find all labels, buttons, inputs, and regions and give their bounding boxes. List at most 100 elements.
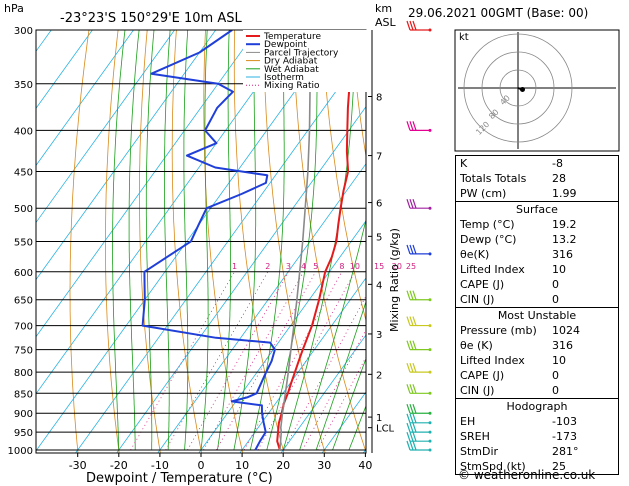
mixing-ratio-label: 25	[406, 262, 416, 271]
dry-adiabat-line	[321, 30, 366, 323]
mixing-ratio-label: 20	[392, 262, 402, 271]
hodograph-ring	[499, 69, 537, 107]
surface-row: Temp (°C) 19.2	[460, 218, 577, 231]
wind-barb-flag	[406, 20, 411, 31]
pressure-tick-label: 800	[14, 368, 33, 379]
wind-barb-flag	[406, 431, 411, 442]
x-tick-label: -20	[110, 459, 128, 472]
index-row: Totals Totals 28	[460, 172, 566, 185]
wind-barb-flag	[412, 413, 417, 423]
km-tick-label: 4	[376, 280, 382, 291]
wind-barbs	[406, 20, 432, 452]
km-tick-label: 7	[376, 152, 382, 163]
wind-barb-flag	[406, 413, 411, 423]
wind-barb-flag	[409, 440, 414, 451]
mixing-ratio-label: 2	[265, 262, 270, 271]
wind-barb-flag	[406, 422, 411, 433]
wet-adiabat-line	[332, 357, 366, 451]
wind-barb-dot	[428, 348, 432, 352]
hodograph-unit-label: kt	[459, 32, 469, 43]
isotherm-line	[280, 334, 366, 453]
mixing-ratio-label: 8	[339, 262, 344, 271]
wind-barb-flag	[409, 413, 414, 423]
index-row: PW (cm) 1.99	[460, 187, 577, 200]
pressure-tick-label: 850	[14, 389, 33, 400]
most-unstable-title: Most Unstable	[497, 309, 577, 322]
mixing-ratio-labels: 1 2 3 4 5 8 10 15 20 25	[232, 262, 416, 271]
wind-barb-flag	[409, 244, 414, 255]
pressure-unit-label: hPa	[4, 2, 24, 15]
x-tick-label: 20	[276, 459, 290, 472]
hodograph-ring	[463, 33, 573, 143]
wind-barb-flag	[406, 440, 411, 451]
isotherm-line	[116, 105, 366, 453]
pressure-tick-label: 900	[14, 409, 33, 420]
wind-barb-flag	[406, 340, 411, 350]
wind-barb-flag	[412, 422, 417, 433]
x-tick-label: 10	[235, 459, 249, 472]
mu-row: CIN (J) 0	[460, 384, 559, 397]
wet-adiabat-line	[217, 30, 232, 451]
km-unit-label: km	[375, 2, 392, 15]
surface-row: CIN (J) 0	[460, 293, 559, 306]
wind-barb-dot	[428, 298, 432, 302]
isotherm-line	[36, 30, 93, 110]
wind-barb-flag	[412, 244, 417, 255]
isotherm-line	[157, 163, 366, 453]
legend-label: Isotherm	[264, 73, 304, 83]
wind-barb-dot	[428, 448, 432, 452]
pressure-tick-label: 300	[14, 26, 33, 37]
wind-barb-dot	[428, 411, 432, 415]
wind-barb-flag	[412, 440, 417, 451]
wet-adiabat-line	[299, 218, 366, 451]
x-tick-label: -10	[151, 459, 169, 472]
legend-label: Mixing Ratio	[264, 81, 320, 91]
pressure-tick-label: 750	[14, 346, 33, 357]
mu-row: Pressure (mb) 1024	[460, 324, 580, 337]
wind-barb-flag	[409, 20, 414, 31]
x-axis-title: Dewpoint / Temperature (°C)	[86, 471, 273, 486]
wind-barb-flag	[409, 340, 414, 350]
pressure-tick-label: 400	[14, 126, 33, 137]
km-tick-label: LCL	[376, 424, 395, 435]
isotherm-line	[36, 30, 217, 281]
hodograph-section: Hodograph EH -103 SREH -173 StmDir 281° Stm…	[455, 398, 619, 475]
wind-barb-flag	[409, 290, 414, 300]
wind-barb-dot	[428, 439, 432, 443]
hodograph-title: Hodograph	[506, 400, 568, 413]
basic-indices: K -8 Totals Totals 28 PW (cm) 1.99	[455, 155, 619, 202]
surface-row: θe(K) 316	[460, 248, 573, 261]
mu-row: θe (K) 316	[460, 339, 573, 352]
surface-title: Surface	[516, 203, 558, 216]
copyright: © weatheronline.co.uk	[458, 468, 596, 482]
wind-barb-flag	[412, 20, 417, 31]
x-tick-label: 30	[317, 459, 331, 472]
dry-adiabat-line	[263, 30, 326, 453]
legend-label: Parcel Trajectory	[264, 48, 339, 58]
wind-barb-dot	[428, 28, 432, 32]
wind-barb-flag	[412, 199, 417, 209]
isotherm-line	[36, 30, 258, 338]
wind-barb-dot	[428, 128, 432, 132]
dry-adiabat-line	[105, 30, 120, 453]
x-tick-label: -30	[69, 459, 87, 472]
storm-motion-marker	[520, 87, 525, 92]
wind-barb-flag	[409, 199, 414, 209]
wind-barb-flag	[412, 404, 417, 414]
wind-barb-dot	[428, 421, 432, 425]
dewpoint-series-line	[141, 30, 276, 451]
dry-adiabat-line	[350, 30, 366, 159]
wind-barb-dot	[428, 370, 432, 374]
dry-adiabat-line	[69, 30, 90, 453]
wind-barb-flag	[406, 244, 411, 255]
km-tick-label: 3	[376, 330, 382, 341]
mixing-ratio-label: 10	[350, 262, 360, 271]
wind-barb-flag	[412, 340, 417, 350]
legend-label: Dewpoint	[264, 40, 307, 50]
mixing-ratio-label: 4	[301, 262, 306, 271]
mixing-ratio-label: 5	[313, 262, 318, 271]
km-tick-label: 8	[376, 92, 382, 103]
dry-adiabat-line	[203, 30, 244, 453]
wind-barb-flag	[409, 316, 414, 326]
